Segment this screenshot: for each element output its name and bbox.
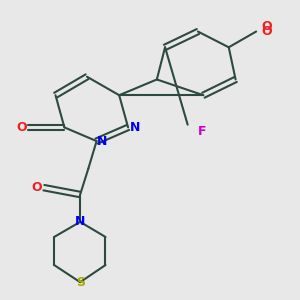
Text: O: O <box>16 121 27 134</box>
Text: O: O <box>31 181 42 194</box>
Text: O: O <box>262 20 272 33</box>
Text: S: S <box>76 276 85 289</box>
Text: N: N <box>97 135 107 148</box>
Text: O: O <box>261 25 272 38</box>
Text: N: N <box>130 121 140 134</box>
Text: F: F <box>198 125 206 138</box>
Text: N: N <box>75 215 85 228</box>
